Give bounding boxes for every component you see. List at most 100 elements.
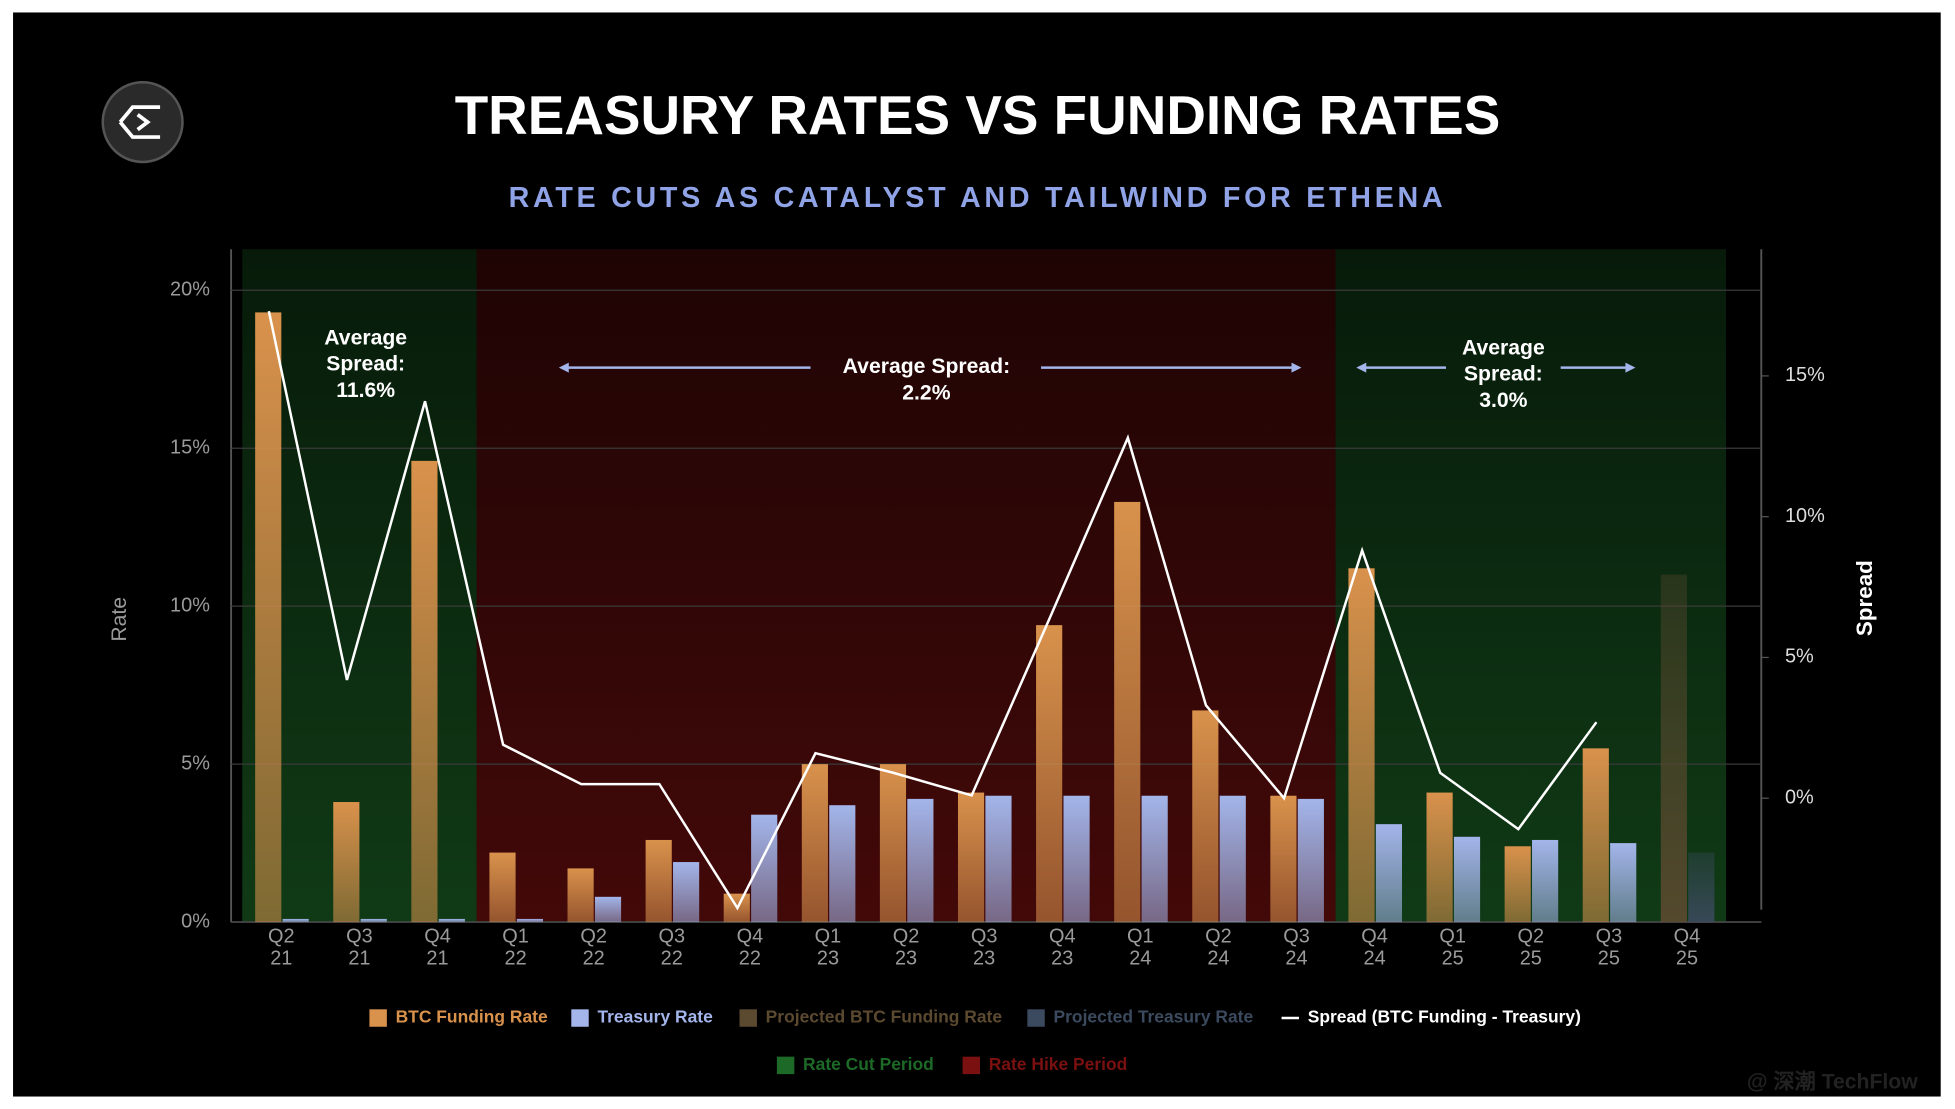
x-tick-label: 23: [1051, 948, 1073, 970]
bar: [282, 918, 309, 923]
bar: [1141, 795, 1168, 923]
annotation-text: Average: [324, 327, 407, 350]
bar: [516, 918, 544, 923]
bar: [907, 798, 934, 923]
x-tick-label: 22: [661, 948, 683, 970]
x-tick-label: 24: [1285, 948, 1307, 970]
x-tick-label: Q3: [971, 925, 998, 947]
bar: [438, 918, 465, 923]
bar: [673, 862, 700, 923]
x-tick-label: Q2: [580, 925, 607, 947]
x-tick-label: 22: [739, 948, 761, 970]
watermark: @ 深潮 TechFlow: [1747, 1069, 1918, 1093]
bar: [645, 839, 672, 923]
x-tick-label: Q1: [1439, 925, 1466, 947]
bar: [751, 814, 778, 923]
chart-title: TREASURY RATES VS FUNDING RATES: [455, 84, 1501, 146]
annotation-text: Spread:: [326, 353, 405, 376]
bar: [801, 764, 828, 923]
bar: [1297, 798, 1324, 923]
bar: [333, 802, 360, 923]
x-tick-label: Q4: [1049, 925, 1076, 947]
bar: [879, 764, 907, 923]
legend-swatch: [1027, 1009, 1045, 1027]
x-tick-label: Q2: [893, 925, 920, 947]
x-tick-label: Q1: [815, 925, 842, 947]
bar: [1426, 792, 1453, 923]
x-tick-label: 25: [1442, 948, 1464, 970]
x-tick-label: Q2: [1517, 925, 1544, 947]
x-tick-label: 21: [348, 948, 370, 970]
annotation-text: 2.2%: [902, 381, 950, 404]
bar: [985, 795, 1012, 923]
labels: 0%5%10%15%20%0%5%10%15%Q221Q321Q421Q122Q…: [170, 279, 1825, 970]
y-tick-label: 5%: [181, 752, 210, 774]
x-tick-label: Q2: [268, 925, 295, 947]
bar: [1114, 501, 1141, 923]
legend-label: Rate Hike Period: [989, 1054, 1128, 1074]
x-tick-label: 25: [1598, 948, 1620, 970]
annotation-text: Average: [1462, 336, 1545, 359]
bar: [1375, 824, 1403, 923]
bar: [1348, 568, 1375, 923]
legend-swatch: [776, 1056, 795, 1075]
bar: [957, 792, 985, 923]
bar: [1270, 795, 1297, 923]
legend-label: Projected BTC Funding Rate: [766, 1007, 1003, 1027]
legend-label: Treasury Rate: [597, 1007, 713, 1027]
legend-label: Spread (BTC Funding - Treasury): [1308, 1007, 1581, 1027]
bar: [1036, 625, 1063, 923]
annotation-text: Average Spread:: [843, 355, 1010, 378]
legend: BTC Funding Rate Treasury Rate Projected B…: [369, 1007, 1581, 1075]
x-tick-label: 21: [270, 948, 292, 970]
legend-label: Rate Cut Period: [803, 1054, 934, 1074]
legend-swatch: [962, 1056, 980, 1075]
logo-mark: [118, 105, 161, 139]
y2-tick-label: 5%: [1785, 646, 1814, 668]
x-tick-label: 24: [1364, 948, 1386, 970]
x-tick-label: 24: [1129, 948, 1151, 970]
y-tick-label: 10%: [170, 594, 210, 616]
y-tick-label: 20%: [170, 279, 210, 301]
y-tick-label: 0%: [181, 910, 210, 932]
bar: [1192, 710, 1219, 923]
x-tick-label: Q3: [1283, 925, 1310, 947]
x-tick-label: 23: [817, 948, 839, 970]
y2-tick-label: 10%: [1785, 505, 1825, 527]
legend-swatch: [571, 1009, 589, 1027]
y2-tick-label: 0%: [1785, 786, 1814, 808]
bar: [1063, 795, 1090, 923]
bar: [1504, 846, 1531, 923]
x-tick-label: Q4: [1361, 925, 1388, 947]
y2-tick-label: 15%: [1785, 364, 1825, 386]
marks: [255, 310, 1715, 923]
bar: [594, 896, 622, 923]
logo: [101, 80, 184, 164]
bar: [1660, 574, 1687, 923]
y-axis-label: Rate: [108, 597, 131, 642]
x-tick-label: 23: [895, 948, 917, 970]
bar: [829, 805, 856, 923]
legend-label: BTC Funding Rate: [396, 1007, 548, 1027]
bar: [1453, 836, 1481, 923]
annotation-text: 3.0%: [1479, 389, 1527, 412]
y2-axis-label: Spread: [1852, 560, 1877, 636]
x-tick-label: 21: [426, 948, 448, 970]
bar: [1688, 852, 1715, 923]
x-tick-label: 22: [583, 948, 605, 970]
x-tick-label: 22: [505, 948, 527, 970]
annotation-text: Spread:: [1464, 363, 1543, 386]
x-tick-label: Q4: [737, 925, 764, 947]
bar: [1532, 839, 1559, 923]
x-tick-label: 25: [1520, 948, 1542, 970]
x-tick-label: Q1: [502, 925, 529, 947]
x-tick-label: 23: [973, 948, 995, 970]
x-tick-label: Q1: [1127, 925, 1154, 947]
annotation: Average Spread: 11.6% Average Spread: 2.…: [324, 327, 1636, 412]
bar: [1610, 843, 1637, 923]
bar: [360, 918, 387, 923]
bar: [1219, 795, 1246, 923]
annotation-text: 11.6%: [336, 379, 395, 402]
